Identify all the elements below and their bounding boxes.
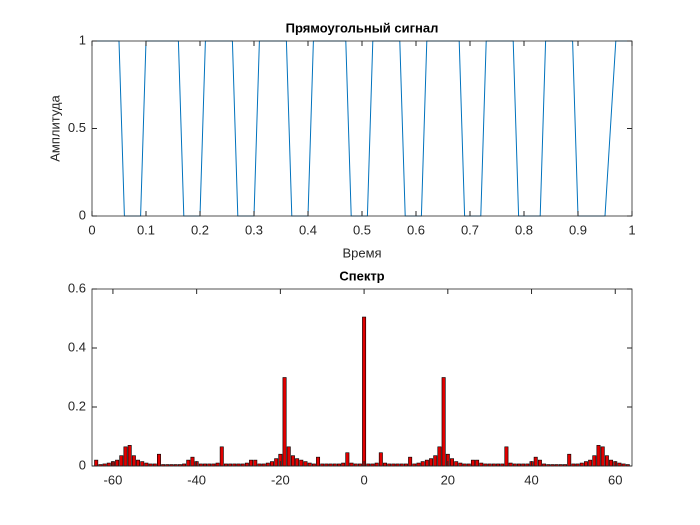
bar bbox=[609, 459, 614, 467]
x-tick-label: 0 bbox=[88, 222, 95, 237]
bar bbox=[454, 461, 459, 467]
bar bbox=[341, 462, 346, 467]
axes-box bbox=[91, 288, 633, 467]
bar bbox=[157, 453, 161, 467]
bar bbox=[579, 462, 584, 467]
y-tick-label: 0 bbox=[79, 457, 86, 472]
bar bbox=[588, 459, 593, 467]
y-tick-label: 1 bbox=[79, 32, 86, 47]
bar bbox=[349, 462, 354, 467]
bar bbox=[604, 455, 609, 467]
bar bbox=[433, 455, 438, 467]
x-tick-label: 0.2 bbox=[191, 222, 209, 237]
bar bbox=[475, 459, 480, 467]
bar bbox=[441, 377, 446, 467]
x-tick-label: 0.9 bbox=[569, 222, 587, 237]
y-tick-label: 0.5 bbox=[68, 120, 86, 135]
bar bbox=[479, 462, 484, 467]
bar bbox=[424, 459, 429, 467]
bar bbox=[253, 459, 258, 467]
bar bbox=[362, 316, 367, 467]
y-tick-label: 0.6 bbox=[68, 280, 86, 295]
x-tick-label: 0.4 bbox=[299, 222, 317, 237]
bar bbox=[186, 459, 191, 467]
bar bbox=[299, 459, 304, 467]
bar bbox=[316, 456, 321, 467]
bar bbox=[374, 462, 379, 467]
x-tick-label: 0 bbox=[360, 472, 367, 487]
bar bbox=[282, 377, 287, 467]
y-axis-label: Амплитуда bbox=[47, 94, 62, 161]
bar bbox=[378, 452, 383, 467]
bar bbox=[140, 461, 145, 467]
x-tick-label: 0.7 bbox=[461, 222, 479, 237]
x-tick-label: -60 bbox=[104, 472, 123, 487]
bar bbox=[219, 446, 224, 467]
bar bbox=[592, 455, 597, 467]
bar bbox=[244, 462, 249, 467]
bar bbox=[286, 446, 291, 467]
x-tick-label: -40 bbox=[187, 472, 206, 487]
x-tick-label: 0.6 bbox=[407, 222, 425, 237]
bar bbox=[303, 461, 308, 467]
bar bbox=[437, 446, 442, 467]
x-tick-label: 40 bbox=[524, 472, 538, 487]
bar bbox=[249, 459, 254, 467]
bar bbox=[596, 445, 601, 467]
y-tick-label: 0.4 bbox=[68, 339, 86, 354]
bar bbox=[416, 462, 421, 467]
bar bbox=[429, 458, 434, 467]
x-tick-label: 0.1 bbox=[137, 222, 155, 237]
bar bbox=[537, 459, 542, 467]
bar bbox=[533, 456, 538, 467]
bar bbox=[295, 458, 300, 467]
x-axis-label: Время bbox=[342, 245, 381, 260]
plot-area bbox=[92, 289, 632, 466]
bar bbox=[383, 462, 387, 467]
x-tick-label: 1 bbox=[628, 222, 635, 237]
bar bbox=[450, 458, 454, 467]
bar bbox=[136, 459, 141, 467]
bar bbox=[119, 455, 124, 467]
x-tick-label: 0.5 bbox=[353, 222, 371, 237]
bar bbox=[508, 462, 513, 467]
x-tick-label: 60 bbox=[608, 472, 622, 487]
bar bbox=[265, 462, 270, 467]
bar bbox=[94, 459, 99, 467]
bar bbox=[617, 462, 622, 467]
bar bbox=[131, 455, 136, 467]
chart-title: Прямоугольный сигнал bbox=[286, 20, 439, 35]
bar bbox=[504, 446, 509, 467]
bar bbox=[420, 461, 425, 467]
bar bbox=[583, 461, 588, 467]
bar bbox=[600, 446, 605, 467]
plot-area bbox=[92, 41, 632, 216]
bar bbox=[215, 462, 220, 467]
bar bbox=[408, 456, 413, 467]
bar bbox=[144, 462, 149, 467]
chart-title: Спектр bbox=[339, 268, 384, 283]
bar bbox=[190, 456, 195, 467]
x-tick-label: 0.8 bbox=[515, 222, 533, 237]
bar bbox=[290, 455, 295, 467]
bar bbox=[274, 458, 279, 467]
bar bbox=[270, 461, 274, 467]
bar bbox=[345, 452, 350, 467]
bar bbox=[458, 462, 463, 467]
x-tick-label: -20 bbox=[271, 472, 290, 487]
y-tick-label: 0 bbox=[79, 207, 86, 222]
bar bbox=[115, 459, 120, 467]
bar bbox=[106, 462, 111, 467]
x-tick-label: 20 bbox=[441, 472, 455, 487]
bar bbox=[123, 446, 128, 467]
bar bbox=[307, 462, 312, 467]
bar bbox=[127, 445, 132, 467]
y-tick-label: 0.2 bbox=[68, 398, 86, 413]
x-tick-label: 0.3 bbox=[245, 222, 263, 237]
bar bbox=[567, 453, 572, 467]
bar bbox=[470, 459, 475, 467]
